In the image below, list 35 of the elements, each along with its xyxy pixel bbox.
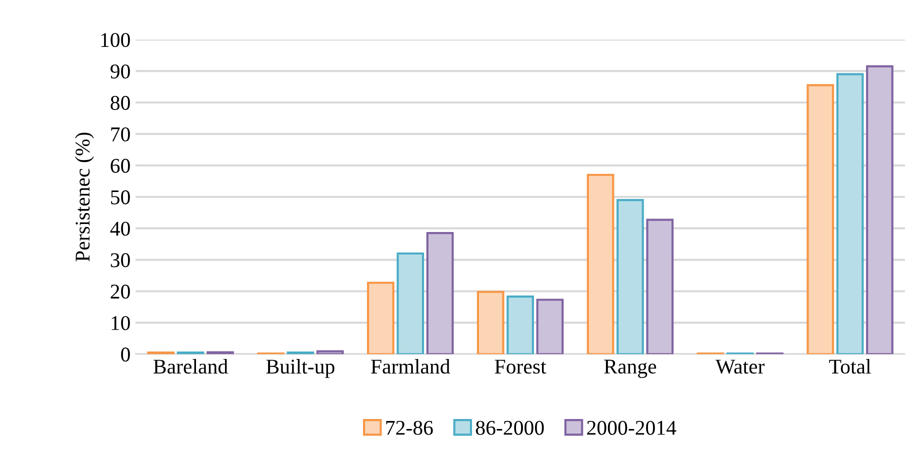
y-tick-label: 50 — [111, 190, 130, 204]
bar — [536, 298, 564, 354]
bar — [586, 174, 614, 354]
x-tick-label: Bareland — [154, 359, 228, 374]
y-tick-label: 40 — [110, 222, 130, 236]
legend-label: 2000-2014 — [587, 420, 676, 435]
bar — [806, 84, 834, 354]
y-tick-label: 100 — [101, 32, 130, 48]
bar — [506, 296, 534, 354]
bar — [316, 350, 344, 354]
legend-label: 86-2000 — [476, 420, 544, 435]
bar — [646, 218, 674, 354]
y-tick-label: 30 — [110, 253, 130, 268]
x-tick-label: Built-up — [266, 359, 334, 378]
y-tick-label: 20 — [110, 284, 130, 299]
bar — [396, 252, 424, 354]
y-tick-label: 80 — [110, 96, 130, 110]
bar — [476, 290, 504, 354]
legend-label: 72-86 — [386, 420, 433, 435]
y-axis-title: Persistenec (%) — [75, 132, 94, 262]
bar — [836, 73, 864, 354]
y-tick-label: 70 — [111, 127, 130, 142]
y-tick-label: 60 — [110, 158, 130, 173]
bar — [866, 65, 894, 354]
y-tick-label: 10 — [112, 316, 130, 330]
bar — [426, 232, 454, 354]
x-tick-label: Farmland — [371, 359, 450, 374]
x-tick-label: Total — [829, 359, 871, 374]
x-tick-label: Range — [604, 360, 656, 378]
x-tick-label: Forest — [494, 360, 546, 374]
y-tick-label: 90 — [110, 64, 130, 78]
bar — [616, 198, 644, 354]
y-tick-label: 0 — [121, 348, 130, 362]
x-tick-label: Water — [716, 360, 765, 374]
bar — [367, 282, 394, 354]
